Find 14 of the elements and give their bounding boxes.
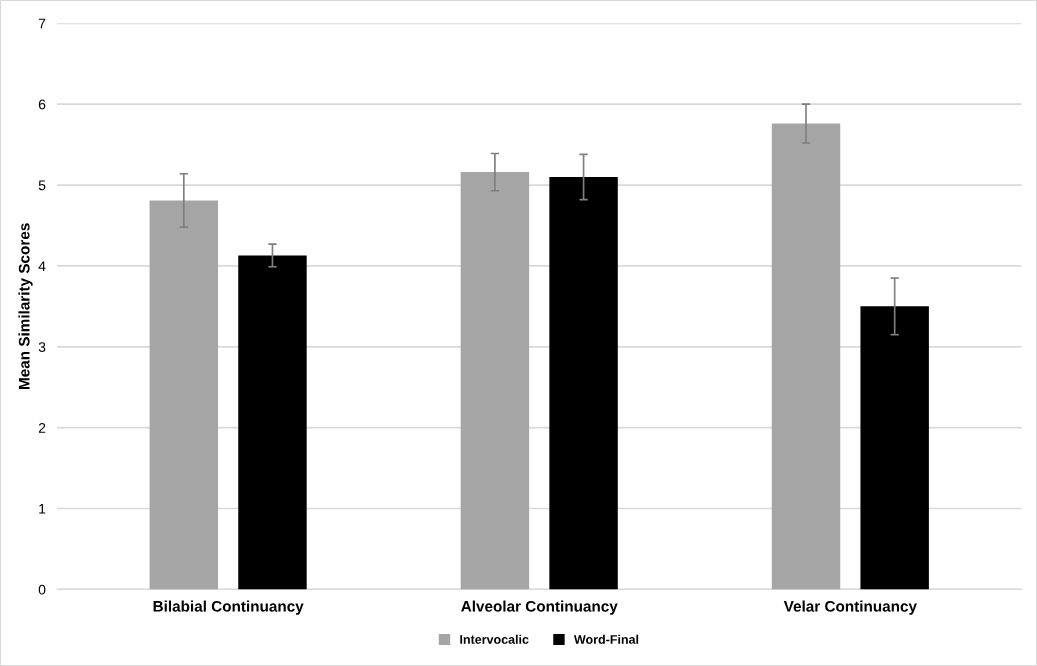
x-tick-label: Alveolar Continuancy [461, 600, 618, 615]
y-tick-label: 3 [38, 342, 46, 352]
legend-label: Word-Final [573, 634, 639, 644]
y-tick-label: 0 [38, 584, 46, 595]
y-tick-label: 1 [39, 504, 46, 514]
legend-label: Intervocalic [460, 634, 529, 644]
y-tick-label: 4 [38, 261, 46, 271]
x-tick-label: Bilabial Continuancy [153, 600, 304, 615]
x-tick-label: Velar Continuancy [783, 600, 917, 615]
y-tick-label: 6 [38, 99, 46, 110]
y-tick-label: 5 [38, 180, 46, 191]
y-axis-title: Mean Similarity Scores [18, 223, 33, 389]
y-tick-label: 7 [38, 18, 46, 29]
y-tick-label: 2 [38, 423, 46, 433]
